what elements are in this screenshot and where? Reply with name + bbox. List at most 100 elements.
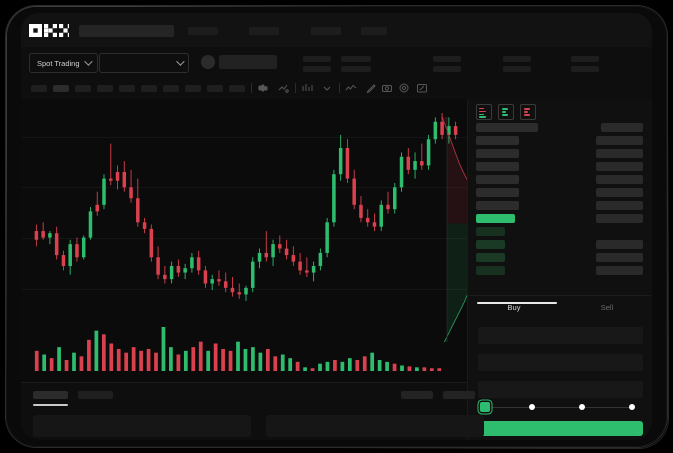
orderbook-amount-cell <box>596 188 643 197</box>
trading-subtoolbar: Spot Trading <box>21 47 652 77</box>
orderbook-row-bid[interactable] <box>468 266 652 275</box>
chart-type-icon[interactable] <box>277 82 289 94</box>
slider-step-75[interactable] <box>629 404 635 410</box>
tab-active-underline <box>33 404 68 406</box>
interval-button-1[interactable] <box>31 85 47 92</box>
trading-pair-selector[interactable] <box>99 53 189 73</box>
orderbook-price-cell <box>476 188 519 197</box>
orderbook-amount-cell <box>596 201 643 210</box>
camera-icon[interactable] <box>381 82 393 94</box>
orderbook-row-bid[interactable] <box>468 240 652 249</box>
interval-button-2[interactable] <box>53 85 69 92</box>
tab-open-orders[interactable] <box>33 391 68 399</box>
orderbook-price-cell <box>476 227 505 236</box>
slider-track <box>484 406 634 408</box>
slider-step-25[interactable] <box>529 404 535 410</box>
price-chart[interactable] <box>21 99 467 382</box>
indicators-icon[interactable] <box>301 82 313 94</box>
orderbook-amount-cell <box>596 214 643 223</box>
tab-sell[interactable]: Sell <box>561 303 652 312</box>
settings-gear-icon[interactable] <box>398 82 410 94</box>
search-input[interactable] <box>79 25 174 37</box>
orderbook-amount-cell <box>596 266 643 275</box>
interval-button-10[interactable] <box>229 85 245 92</box>
orderbook-row-bid[interactable] <box>468 253 652 262</box>
okx-logo-icon[interactable] <box>29 24 69 37</box>
line-chart-icon[interactable] <box>345 82 357 94</box>
order-side-tabs: Buy Sell <box>468 295 652 322</box>
orderbook-bids-icon[interactable] <box>498 104 514 120</box>
orderbook-row-header[interactable] <box>468 123 652 132</box>
interval-button-6[interactable] <box>141 85 157 92</box>
orderbook-price-cell <box>476 201 519 210</box>
nav-item-2[interactable] <box>249 27 279 35</box>
orderbook-row-bid[interactable] <box>468 227 652 236</box>
orderbook-view-toggles <box>476 104 536 120</box>
orderbook-amount-cell <box>601 123 643 132</box>
nav-item-1[interactable] <box>188 27 218 35</box>
market-stat-3 <box>341 56 371 62</box>
amount-slider-handle[interactable] <box>480 402 490 412</box>
market-stat-10 <box>571 66 599 72</box>
candlestick-series <box>34 113 458 301</box>
market-stat-4 <box>341 66 371 72</box>
nav-item-4[interactable] <box>361 27 387 35</box>
orderbook-price-cell <box>476 214 515 223</box>
candlestick-icon[interactable] <box>257 82 269 94</box>
orderbook-row-ask[interactable] <box>468 149 652 158</box>
app-screen: Spot Trading <box>21 13 652 440</box>
market-stat-1 <box>303 56 331 62</box>
nav-item-3[interactable] <box>311 27 341 35</box>
interval-button-3[interactable] <box>75 85 91 92</box>
orderbook-amount-cell <box>596 162 643 171</box>
slider-step-50[interactable] <box>579 404 585 410</box>
tab-order-history[interactable] <box>78 391 113 399</box>
orderbook-row-ask[interactable] <box>468 188 652 197</box>
market-stat-6 <box>433 66 461 72</box>
orderbook-and-order-panel: Buy Sell <box>467 99 652 440</box>
orderbook-rows[interactable] <box>468 123 652 279</box>
volume-histogram <box>34 327 442 371</box>
orderbook-row-ask[interactable] <box>468 136 652 145</box>
market-stat-9 <box>571 56 599 62</box>
spot-trading-selector[interactable]: Spot Trading <box>29 53 98 73</box>
orderbook-amount-cell <box>596 175 643 184</box>
interval-button-9[interactable] <box>207 85 223 92</box>
orderbook-both-icon[interactable] <box>476 104 492 120</box>
pencil-icon[interactable] <box>365 82 377 94</box>
interval-button-7[interactable] <box>163 85 179 92</box>
interval-button-4[interactable] <box>97 85 113 92</box>
orderbook-row-ask[interactable] <box>468 175 652 184</box>
compare-chevron-icon[interactable] <box>321 82 333 94</box>
total-field[interactable] <box>478 381 643 398</box>
tab-buy-label: Buy <box>507 303 521 312</box>
orderbook-asks-icon[interactable] <box>520 104 536 120</box>
interval-button-8[interactable] <box>185 85 201 92</box>
chart-toolbar <box>21 77 652 100</box>
bottom-action-2[interactable] <box>443 391 475 399</box>
orders-bottom-panel <box>21 382 484 440</box>
amount-field[interactable] <box>478 354 643 371</box>
orderbook-price-cell <box>476 266 505 275</box>
app-header <box>21 13 652 47</box>
fullscreen-icon[interactable] <box>416 82 428 94</box>
orderbook-price-cell <box>476 240 505 249</box>
market-stat-2 <box>303 66 331 72</box>
market-stat-5 <box>433 56 461 62</box>
market-stat-8 <box>503 66 531 72</box>
chevron-down-icon <box>176 57 185 66</box>
spot-trading-label: Spot Trading <box>37 58 80 68</box>
price-field[interactable] <box>478 327 643 344</box>
orderbook-amount-cell <box>596 253 643 262</box>
bottom-action-1[interactable] <box>401 391 433 399</box>
tab-buy[interactable]: Buy <box>468 302 560 312</box>
orderbook-row-ask[interactable] <box>468 162 652 171</box>
interval-button-5[interactable] <box>119 85 135 92</box>
orderbook-row-ask[interactable] <box>468 201 652 210</box>
orderbook-price-cell <box>476 123 538 132</box>
amount-slider[interactable] <box>480 402 640 412</box>
orderbook-row-last-price[interactable] <box>468 214 652 223</box>
submit-order-button[interactable] <box>478 421 643 436</box>
bottom-content-block-right <box>266 415 484 437</box>
